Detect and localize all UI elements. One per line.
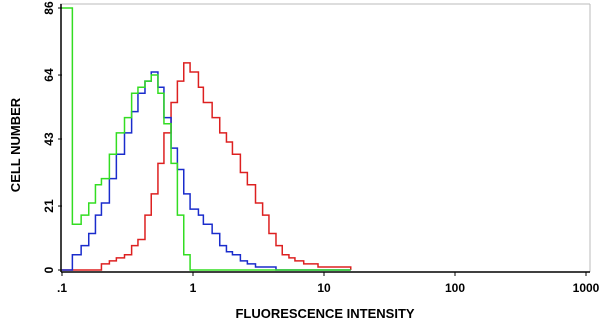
x-tick-label: 100 (445, 281, 465, 295)
x-tick-label: 1 (190, 281, 197, 295)
y-axis-title: CELL NUMBER (8, 97, 23, 192)
y-tick-label: 64 (42, 68, 56, 82)
y-tick-label: 43 (42, 132, 56, 146)
x-tick-label: 10 (317, 281, 331, 295)
histogram-line (62, 62, 352, 271)
x-tick-label: 1000 (573, 281, 600, 295)
y-tick-label: 86 (42, 1, 56, 15)
y-tick-label: 21 (42, 199, 56, 213)
x-tick-label: .1 (57, 281, 67, 295)
y-tick-label: 0 (42, 266, 56, 273)
histogram-line (62, 71, 351, 271)
x-axis-title: FLUORESCENCE INTENSITY (235, 306, 414, 321)
histogram-line (62, 7, 351, 271)
